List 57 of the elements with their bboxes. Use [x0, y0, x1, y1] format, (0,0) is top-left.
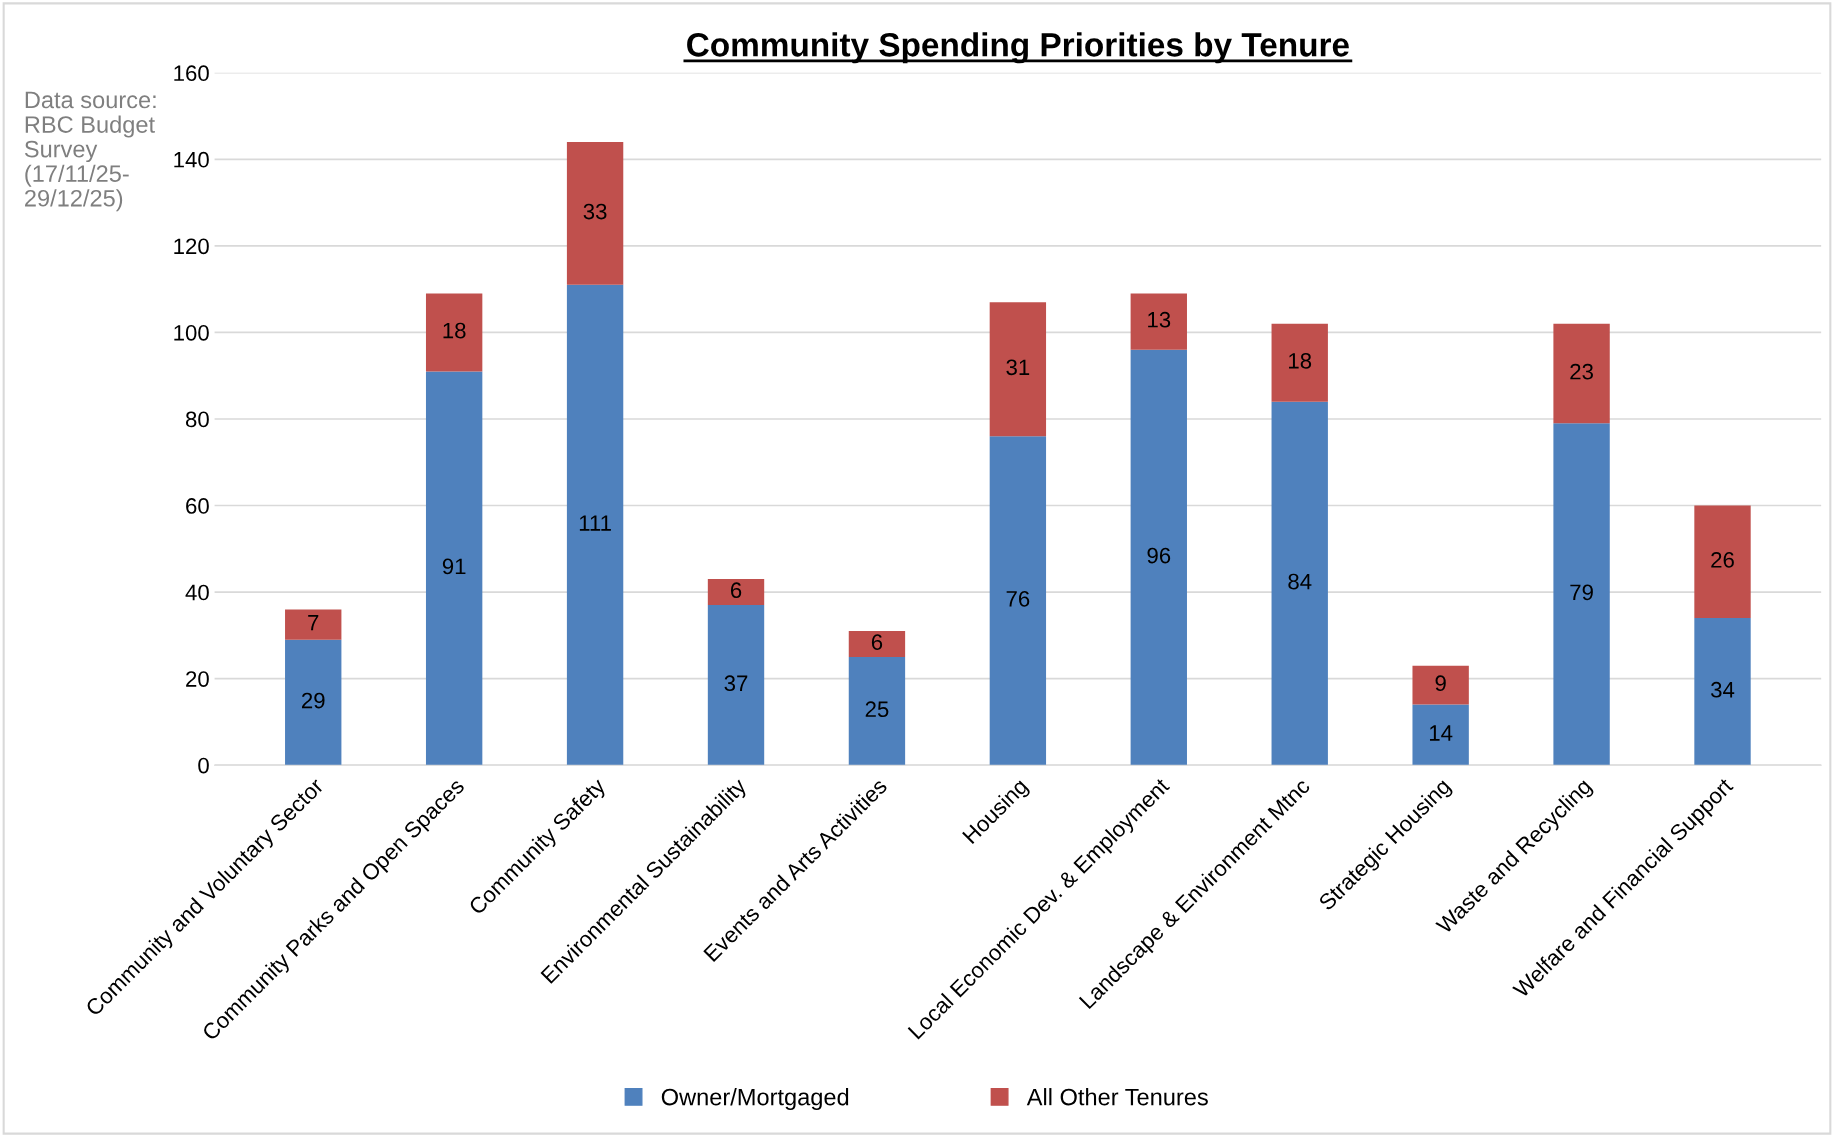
data-label: 9 — [1435, 675, 1446, 692]
bar — [1694, 618, 1751, 766]
data-label: 18 — [1289, 352, 1312, 369]
bar — [989, 302, 1047, 437]
bar — [425, 293, 483, 372]
bar — [1130, 293, 1187, 350]
bar — [848, 657, 906, 766]
y-tick-label: 20 — [186, 671, 209, 687]
bar — [1130, 349, 1187, 766]
bar — [707, 579, 765, 606]
data-label: 91 — [442, 558, 466, 575]
bar — [1412, 704, 1469, 766]
data-label: 18 — [443, 322, 466, 339]
y-tick-label: 0 — [198, 757, 209, 774]
data-label: 76 — [1006, 590, 1030, 607]
y-tick-label: 140 — [174, 151, 209, 168]
legend-label: Owner/Mortgaged — [661, 1088, 849, 1111]
chart-title: Community Spending Priorities by Tenure — [687, 32, 1349, 64]
data-label: 37 — [724, 675, 748, 692]
data-label: 23 — [1570, 363, 1593, 380]
data-label: 96 — [1147, 547, 1171, 564]
bar — [285, 639, 342, 766]
bar — [707, 605, 765, 766]
data-label: 29 — [301, 692, 325, 709]
data-label: 6 — [871, 634, 883, 650]
y-tick-label: 80 — [185, 411, 209, 428]
bar — [566, 142, 624, 285]
bar — [848, 631, 906, 658]
data-label: 34 — [1711, 681, 1735, 698]
y-tick-label: 160 — [174, 65, 209, 82]
bar — [1694, 505, 1751, 619]
data-label: 79 — [1570, 584, 1593, 601]
data-label: 13 — [1148, 311, 1171, 328]
y-tick-label: 100 — [174, 324, 209, 341]
bar — [1412, 665, 1469, 705]
data-label: 26 — [1711, 552, 1734, 568]
bar — [566, 284, 624, 766]
data-label: 6 — [730, 582, 742, 599]
data-label: 14 — [1429, 725, 1453, 741]
y-tick-label: 60 — [186, 498, 209, 514]
data-label: 7 — [308, 615, 319, 631]
bar — [1271, 401, 1328, 766]
bar — [1553, 423, 1610, 766]
source-note: Data source: RBC Budget Survey (17/11/25- 29/12/25) — [24, 91, 156, 212]
data-label: 25 — [865, 701, 889, 718]
legend-label: All Other Tenures — [1026, 1088, 1208, 1106]
bar — [285, 609, 342, 640]
y-tick-label: 120 — [174, 238, 209, 255]
data-label: 33 — [583, 203, 607, 220]
bar — [425, 371, 483, 766]
bar — [989, 436, 1047, 766]
data-label: 31 — [1006, 359, 1030, 376]
y-tick-label: 40 — [185, 584, 209, 601]
bar — [1271, 323, 1328, 402]
data-label: 84 — [1288, 573, 1312, 590]
bar — [1553, 323, 1610, 424]
data-label: 111 — [579, 515, 611, 531]
